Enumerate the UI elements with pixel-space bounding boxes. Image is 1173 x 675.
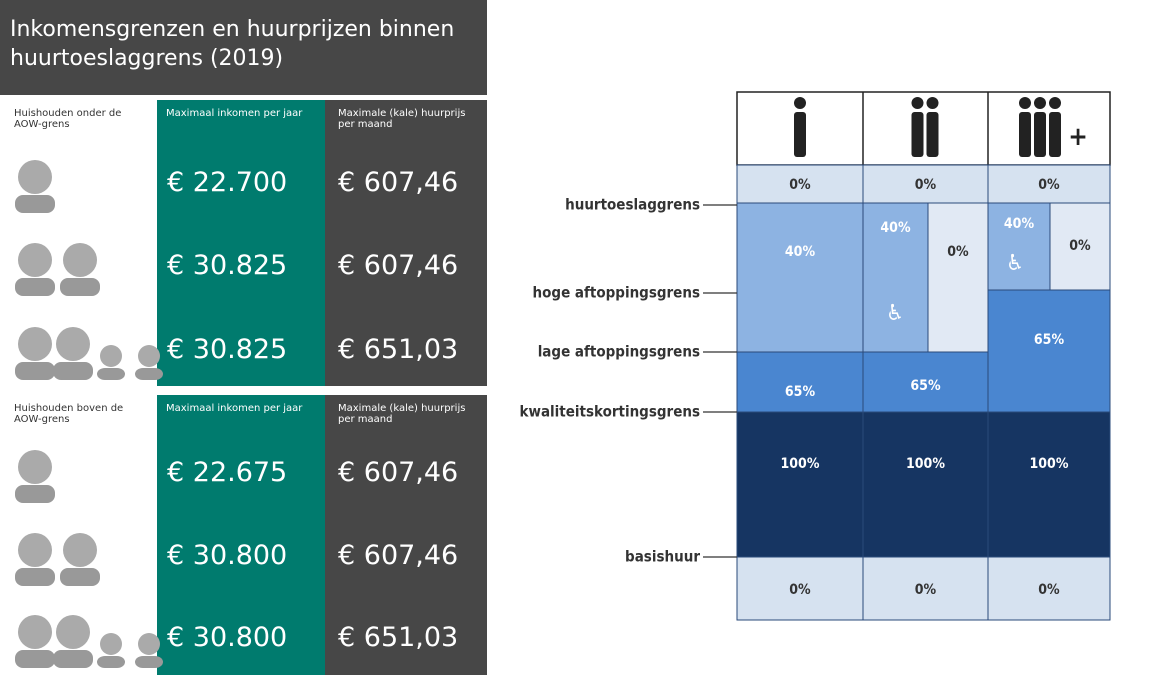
cell-label: 0%	[789, 582, 811, 598]
cell-label: 0%	[915, 177, 937, 193]
cell-label: 0%	[1038, 582, 1060, 598]
person-icon	[927, 112, 939, 157]
person-body	[15, 485, 55, 503]
person-head	[138, 345, 160, 367]
cell	[988, 290, 1110, 412]
person-head	[56, 327, 90, 361]
person-head	[63, 243, 97, 277]
level-label: basishuur	[625, 548, 700, 566]
cell-label: 65%	[1034, 332, 1065, 348]
person-head	[100, 633, 122, 655]
person-body	[135, 656, 163, 668]
page: Inkomensgrenzen en huurprijzen binnen hu…	[0, 0, 1173, 675]
person-body	[60, 278, 100, 296]
cell-label: 40%	[785, 244, 816, 260]
wheelchair-icon: ♿	[1006, 251, 1024, 276]
cell-label: 0%	[947, 244, 969, 260]
cell-label: 0%	[915, 582, 937, 598]
person-head	[138, 633, 160, 655]
level-label: lage aftoppingsgrens	[538, 343, 700, 361]
cell-label: 40%	[880, 220, 911, 236]
person-icon	[1034, 112, 1046, 157]
person-body	[15, 650, 55, 668]
cell-label: 40%	[1004, 216, 1035, 232]
person-body	[15, 278, 55, 296]
person-icon	[1034, 97, 1046, 109]
person-body	[15, 568, 55, 586]
person-icon	[912, 112, 924, 157]
cell	[737, 352, 863, 412]
person-head	[18, 450, 52, 484]
level-label: hoge aftoppingsgrens	[533, 284, 700, 302]
cell-label: 65%	[785, 384, 816, 400]
plus: +	[1068, 122, 1088, 152]
person-body	[60, 568, 100, 586]
person-head	[18, 615, 52, 649]
person-head	[63, 533, 97, 567]
person-icon	[794, 112, 806, 157]
person-body	[53, 362, 93, 380]
person-body	[97, 368, 125, 380]
cell	[988, 412, 1110, 557]
person-body	[97, 656, 125, 668]
cell-label: 100%	[781, 456, 820, 472]
person-head	[18, 327, 52, 361]
person-icon	[1019, 97, 1031, 109]
person-icon	[1049, 112, 1061, 157]
cell-label: 100%	[1030, 456, 1069, 472]
person-icon	[927, 97, 939, 109]
diagram: +0% 0% 0% 40% 40% 0% 40% 0% 65% 65% 65% 100% 100% 100…	[0, 0, 1173, 675]
cell	[928, 203, 988, 352]
cell	[737, 203, 863, 352]
level-label: kwaliteitskortingsgrens	[520, 403, 701, 421]
person-icon	[1019, 112, 1031, 157]
person-icon	[1049, 97, 1061, 109]
cell-label: 0%	[789, 177, 811, 193]
cell-label: 65%	[910, 378, 941, 394]
person-head	[18, 160, 52, 194]
person-icon	[794, 97, 806, 109]
person-head	[18, 533, 52, 567]
cell-label: 0%	[1038, 177, 1060, 193]
person-body	[135, 368, 163, 380]
wheelchair-icon: ♿	[886, 301, 904, 326]
cell	[737, 412, 863, 557]
person-body	[15, 195, 55, 213]
person-head	[100, 345, 122, 367]
person-head	[56, 615, 90, 649]
person-head	[18, 243, 52, 277]
person-body	[15, 362, 55, 380]
cell	[863, 412, 988, 557]
level-label: huurtoeslaggrens	[565, 196, 700, 214]
cell-label: 0%	[1069, 238, 1091, 254]
person-icon	[912, 97, 924, 109]
cell-label: 100%	[906, 456, 945, 472]
person-body	[53, 650, 93, 668]
